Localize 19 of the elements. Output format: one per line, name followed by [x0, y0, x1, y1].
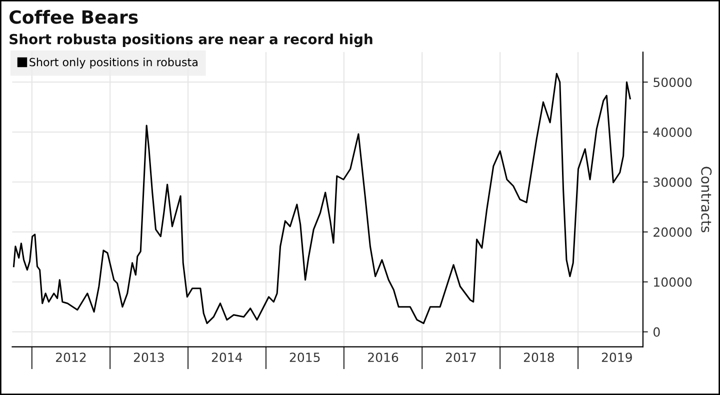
y-tick-label: 50000: [654, 78, 692, 88]
y-tick-label: 30000: [654, 177, 692, 187]
x-tick-label: 2012: [56, 352, 86, 362]
chart-title: Coffee Bears: [10, 10, 138, 24]
y-tick-label: 40000: [653, 128, 692, 137]
x-tick-label: 2016: [368, 352, 398, 362]
x-tick-label: 2013: [134, 352, 164, 362]
legend-label: Short only positions in robusta: [30, 58, 198, 68]
chart-subtitle: Short robusta positions are near a record high: [10, 34, 372, 48]
x-tick-label: 2019: [602, 352, 632, 362]
x-tick-label: 2018: [524, 352, 554, 362]
y-tick-label: 0: [654, 327, 660, 337]
y-tick-label: 20000: [654, 227, 692, 237]
y-axis-title: Contracts: [701, 166, 712, 232]
x-tick-label: 2017: [446, 352, 476, 362]
x-tick-label: 2015: [290, 352, 320, 362]
y-tick-label: 10000: [654, 277, 692, 287]
x-tick-label: 2014: [212, 352, 242, 362]
line-series: [12, 72, 631, 324]
